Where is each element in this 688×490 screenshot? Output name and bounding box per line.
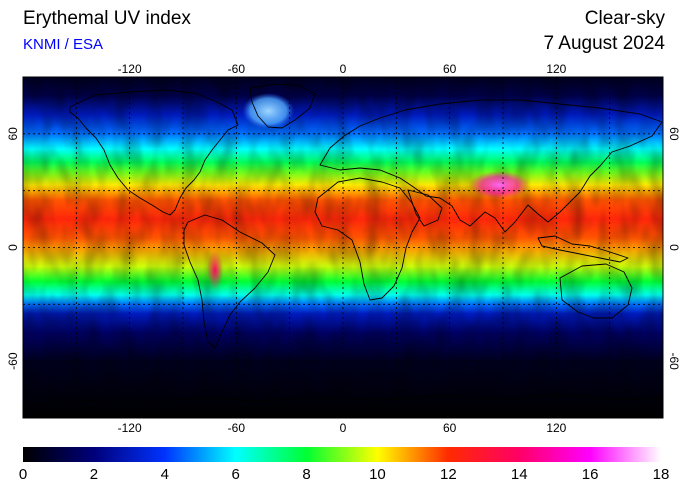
greenland-hotspot [242, 93, 295, 130]
colorbar-tick-label: 0 [19, 466, 27, 483]
tibetan-plateau-hotspot [469, 170, 530, 199]
colorbar-tick-label: 12 [440, 466, 457, 483]
lon-label-top: 60 [443, 62, 457, 76]
south-america-coastline [183, 214, 276, 349]
colorbar-tick-label: 16 [582, 466, 599, 483]
map-frame [22, 76, 664, 419]
colorbar-tick-label: 18 [653, 466, 670, 483]
colorbar-tick-label: 14 [511, 466, 528, 483]
colorbar-tick-label: 4 [161, 466, 169, 483]
lon-label-top: 120 [546, 62, 566, 76]
lon-label-bottom: 60 [443, 421, 457, 435]
lon-label-top: -60 [228, 62, 246, 76]
andes-hotspot [207, 250, 223, 291]
graticule [23, 77, 663, 418]
lon-label-bottom: -60 [228, 421, 246, 435]
colorbar [23, 447, 661, 462]
colorbar-tick-label: 10 [369, 466, 386, 483]
colorbar-tick-label: 6 [231, 466, 239, 483]
map-plot-area [23, 77, 663, 418]
lat-label-left: 0 [6, 244, 20, 251]
lat-label-left: 60 [6, 127, 20, 141]
hotspot-layer [207, 93, 530, 291]
map-date: 7 August 2024 [543, 33, 666, 54]
map-title: Erythemal UV index [23, 8, 191, 29]
lat-label-right: 0 [667, 244, 681, 251]
lon-label-top: -120 [118, 62, 142, 76]
arabia-coastline [407, 189, 443, 227]
europe-asia-coastline [319, 99, 663, 233]
australia-coastline [559, 263, 633, 319]
lat-label-left: -60 [6, 352, 20, 370]
greenland-coastline [249, 83, 316, 129]
latitude-labels: 60 60 0 0 -60 -60 [6, 127, 681, 370]
lat-label-right: 60 [667, 127, 681, 141]
indonesia-coastline [537, 235, 629, 263]
colorbar-tick-label: 2 [90, 466, 98, 483]
lon-label-top: 0 [340, 62, 347, 76]
data-source-label: KNMI / ESA [23, 36, 104, 53]
longitude-labels: -120 -120 -60 -60 0 0 60 60 120 120 [118, 62, 567, 435]
sky-condition-label: Clear-sky [584, 8, 665, 29]
colorbar-tick-labels: 0 2 4 6 8 10 12 14 16 18 [19, 466, 670, 483]
lon-label-bottom: 120 [546, 421, 566, 435]
lon-label-bottom: 0 [340, 421, 347, 435]
colorbar-tick-label: 8 [302, 466, 310, 483]
lat-label-right: -60 [667, 352, 681, 370]
lon-label-bottom: -120 [118, 421, 142, 435]
africa-coastline [314, 177, 421, 301]
